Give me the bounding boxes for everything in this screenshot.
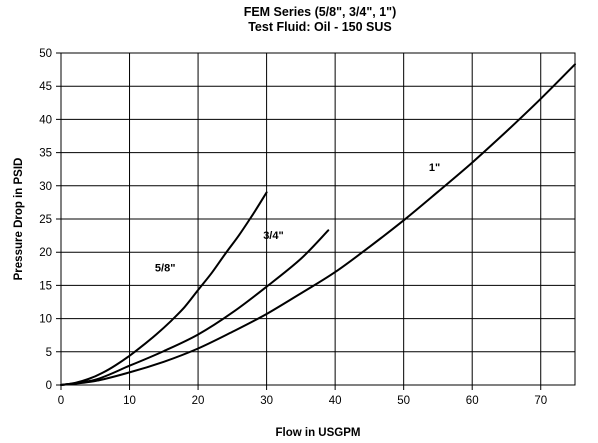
y-tick-label: 45: [39, 81, 52, 93]
curves: [60, 63, 576, 386]
series-line-2: [60, 229, 330, 386]
plot-frame: [60, 52, 576, 386]
series-line-1: [60, 191, 268, 386]
x-tick-label: 40: [329, 395, 342, 407]
y-tick-label: 30: [39, 181, 52, 193]
y-tick-label: 50: [39, 48, 52, 60]
y-tick-label: 35: [39, 148, 52, 160]
y-axis-title: Pressure Drop in PSID: [13, 158, 25, 281]
series-label: 1": [429, 162, 440, 174]
y-tick-label: 15: [39, 280, 52, 292]
chart-title: FEM Series (5/8", 3/4", 1"): [244, 5, 397, 19]
y-tick-label: 0: [46, 380, 52, 392]
x-tick-label: 30: [260, 395, 273, 407]
y-tick-label: 5: [46, 347, 52, 359]
y-tick-label: 20: [39, 247, 52, 259]
y-tick-label: 25: [39, 214, 52, 226]
chart-subtitle: Test Fluid: Oil - 150 SUS: [248, 20, 392, 34]
y-tick-label: 40: [39, 114, 52, 126]
series-label: 5/8": [155, 262, 176, 274]
x-tick-label: 20: [192, 395, 205, 407]
x-tick-label: 50: [397, 395, 410, 407]
series-label: 3/4": [263, 230, 284, 242]
y-tick-label: 10: [39, 314, 52, 326]
x-tick-label: 60: [466, 395, 479, 407]
grid: [56, 52, 575, 390]
series-line-3: [60, 63, 576, 386]
series-labels: 5/8" 3/4" 1": [155, 162, 440, 274]
x-tick-label: 0: [58, 395, 64, 407]
x-tick-label: 70: [534, 395, 547, 407]
x-tick-label: 10: [123, 395, 136, 407]
tick-labels: 0 10 20 30 40 50 60 70 0 5 10 15 20 25 30 35 40 45 50: [39, 48, 547, 407]
x-axis-title: Flow in USGPM: [276, 427, 361, 439]
